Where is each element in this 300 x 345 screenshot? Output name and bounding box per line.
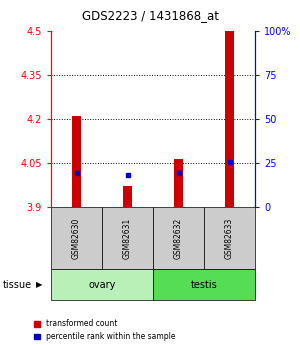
Bar [123, 186, 132, 207]
Bar [174, 159, 183, 207]
Legend: transformed count, percentile rank within the sample: transformed count, percentile rank withi… [34, 319, 176, 341]
Bar [153, 269, 255, 300]
Bar [51, 207, 102, 269]
Text: ovary: ovary [88, 280, 116, 289]
Text: testis: testis [190, 280, 218, 289]
Text: GSM82633: GSM82633 [225, 217, 234, 259]
Bar [225, 31, 234, 207]
Text: GSM82632: GSM82632 [174, 217, 183, 259]
Text: ▶: ▶ [36, 280, 42, 289]
Text: GSM82630: GSM82630 [72, 217, 81, 259]
Bar [72, 116, 81, 207]
Bar [153, 207, 204, 269]
Bar [204, 207, 255, 269]
Text: tissue: tissue [3, 280, 32, 289]
Text: GSM82631: GSM82631 [123, 217, 132, 259]
Text: GDS2223 / 1431868_at: GDS2223 / 1431868_at [82, 9, 218, 22]
Bar [51, 269, 153, 300]
Bar [102, 207, 153, 269]
